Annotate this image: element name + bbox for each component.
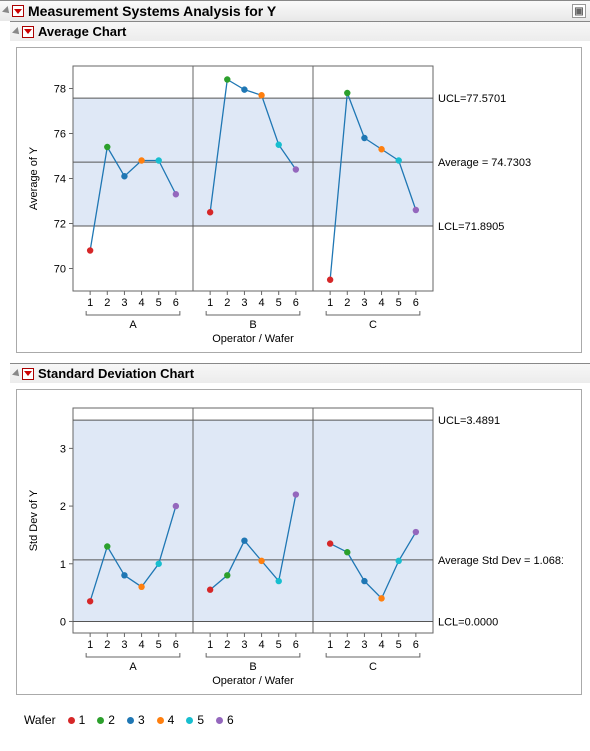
disclosure-icon[interactable]: [12, 369, 22, 379]
svg-text:70: 70: [54, 264, 66, 276]
svg-text:2: 2: [344, 639, 350, 651]
svg-text:Operator / Wafer: Operator / Wafer: [212, 675, 294, 687]
svg-text:5: 5: [156, 297, 162, 309]
legend-item: 4: [157, 713, 175, 727]
svg-text:4: 4: [139, 639, 145, 651]
disclosure-icon[interactable]: [12, 27, 22, 37]
svg-text:3: 3: [241, 297, 247, 309]
main-header: Measurement Systems Analysis for Y ▣: [0, 0, 590, 21]
svg-text:C: C: [369, 661, 377, 673]
svg-text:4: 4: [379, 639, 385, 651]
svg-text:2: 2: [104, 297, 110, 309]
svg-text:2: 2: [224, 639, 230, 651]
hotspot-icon[interactable]: [12, 5, 24, 17]
svg-text:6: 6: [293, 297, 299, 309]
svg-text:B: B: [249, 319, 256, 331]
svg-text:2: 2: [224, 297, 230, 309]
avg-chart-box: 70 72 74 76 78 UCL=77.5701 Average = 74.7303 LC…: [16, 47, 582, 353]
svg-text:Std Dev of Y: Std Dev of Y: [28, 489, 40, 551]
avg-chart: 70 72 74 76 78 UCL=77.5701 Average = 74.7303 LC…: [23, 56, 575, 346]
svg-text:3: 3: [241, 639, 247, 651]
svg-text:4: 4: [139, 297, 145, 309]
svg-text:5: 5: [276, 297, 282, 309]
avg-header: Average Chart: [10, 21, 590, 41]
svg-text:4: 4: [259, 639, 265, 651]
hotspot-icon[interactable]: [22, 26, 34, 38]
svg-text:1: 1: [327, 639, 333, 651]
svg-text:1: 1: [207, 297, 213, 309]
svg-text:A: A: [129, 319, 137, 331]
svg-text:5: 5: [396, 297, 402, 309]
svg-text:Average = 74.7303: Average = 74.7303: [438, 157, 531, 169]
main-title: Measurement Systems Analysis for Y: [28, 3, 572, 19]
svg-text:3: 3: [121, 297, 127, 309]
svg-text:3: 3: [361, 639, 367, 651]
svg-text:5: 5: [156, 639, 162, 651]
svg-text:1: 1: [87, 639, 93, 651]
svg-text:5: 5: [276, 639, 282, 651]
legend: Wafer 1 2 3 4 5 6: [0, 705, 590, 741]
svg-text:Average Std Dev = 1.0681: Average Std Dev = 1.0681: [438, 555, 563, 567]
svg-text:B: B: [249, 661, 256, 673]
svg-text:0: 0: [60, 616, 66, 628]
svg-text:6: 6: [413, 297, 419, 309]
avg-title: Average Chart: [38, 24, 586, 39]
svg-text:6: 6: [173, 639, 179, 651]
svg-text:78: 78: [54, 84, 66, 96]
hotspot-icon[interactable]: [22, 368, 34, 380]
std-title: Standard Deviation Chart: [38, 366, 586, 381]
pin-icon[interactable]: ▣: [572, 4, 586, 18]
svg-text:UCL=3.4891: UCL=3.4891: [438, 415, 500, 427]
svg-text:76: 76: [54, 129, 66, 141]
svg-text:3: 3: [121, 639, 127, 651]
svg-text:6: 6: [413, 639, 419, 651]
std-header: Standard Deviation Chart: [10, 363, 590, 383]
svg-text:LCL=71.8905: LCL=71.8905: [438, 221, 504, 233]
svg-text:UCL=77.5701: UCL=77.5701: [438, 93, 506, 105]
svg-text:74: 74: [54, 174, 66, 186]
svg-text:5: 5: [396, 639, 402, 651]
svg-text:2: 2: [104, 639, 110, 651]
svg-text:4: 4: [259, 297, 265, 309]
legend-item: 1: [68, 713, 86, 727]
std-chart-box: 0123UCL=3.4891Average Std Dev = 1.0681LC…: [16, 389, 582, 695]
legend-title: Wafer: [24, 713, 56, 727]
svg-text:3: 3: [361, 297, 367, 309]
svg-text:C: C: [369, 319, 377, 331]
svg-text:3: 3: [60, 443, 66, 455]
legend-item: 2: [97, 713, 115, 727]
svg-text:A: A: [129, 661, 137, 673]
legend-item: 5: [186, 713, 204, 727]
svg-text:1: 1: [327, 297, 333, 309]
svg-text:1: 1: [60, 559, 66, 571]
svg-text:2: 2: [344, 297, 350, 309]
svg-text:6: 6: [293, 639, 299, 651]
svg-text:6: 6: [173, 297, 179, 309]
svg-text:LCL=0.0000: LCL=0.0000: [438, 616, 498, 628]
std-chart: 0123UCL=3.4891Average Std Dev = 1.0681LC…: [23, 398, 575, 688]
svg-text:4: 4: [379, 297, 385, 309]
legend-item: 3: [127, 713, 145, 727]
svg-text:1: 1: [87, 297, 93, 309]
disclosure-icon[interactable]: [2, 6, 12, 16]
svg-text:Operator / Wafer: Operator / Wafer: [212, 333, 294, 345]
legend-item: 6: [216, 713, 234, 727]
svg-text:Average of Y: Average of Y: [28, 146, 40, 210]
svg-text:1: 1: [207, 639, 213, 651]
svg-text:72: 72: [54, 219, 66, 231]
svg-text:2: 2: [60, 501, 66, 513]
